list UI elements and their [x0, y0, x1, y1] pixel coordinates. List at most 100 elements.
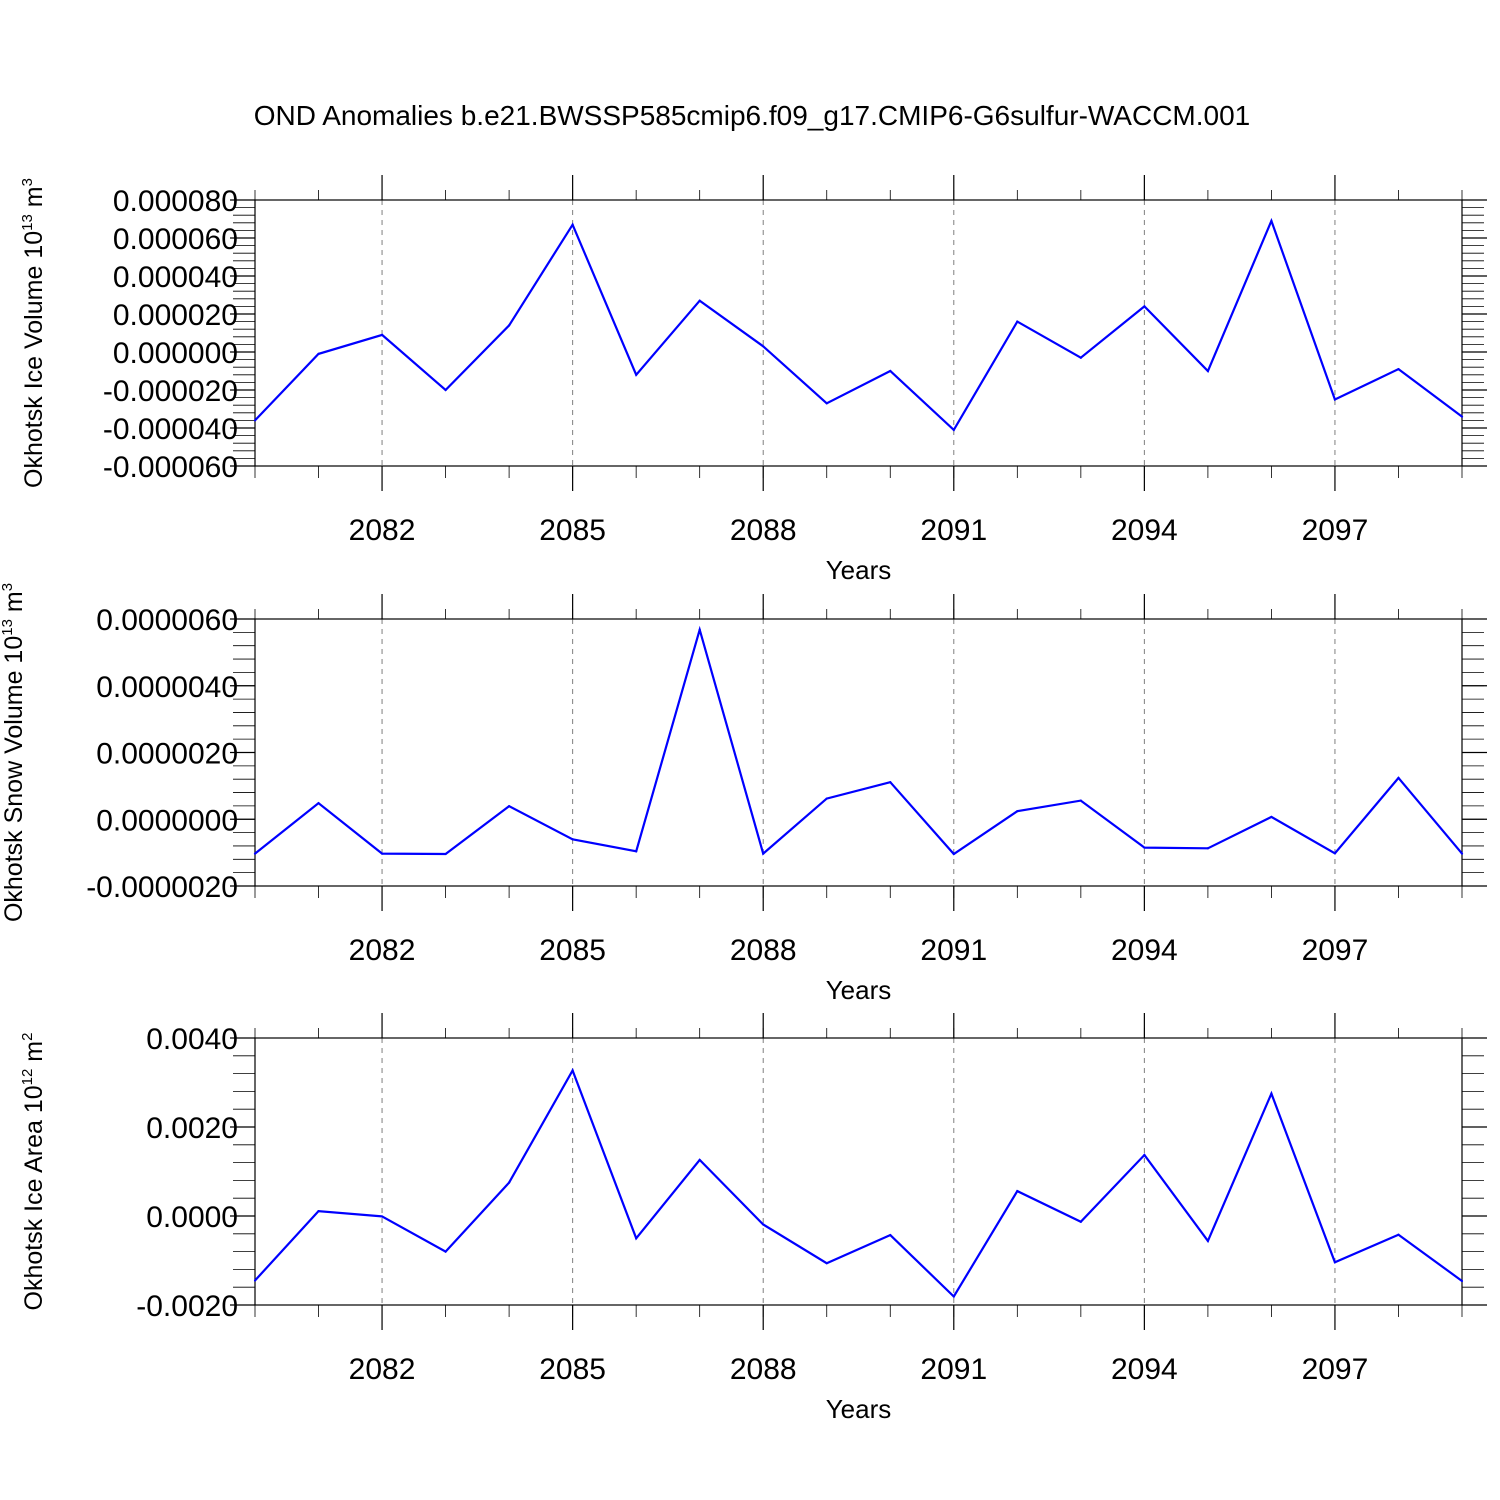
data-point	[889, 369, 892, 373]
panels: -0.000060 -0.000040 -0.000020 0.000000 0.000…	[0, 175, 1487, 1424]
data-point	[1079, 356, 1082, 359]
x-tick-label: 2088	[730, 934, 797, 967]
y-tick-label: 0.000000	[113, 337, 238, 370]
x-tick-label: 2082	[349, 934, 416, 967]
data-point	[571, 1069, 574, 1072]
series-line	[254, 1067, 1463, 1299]
data-point	[571, 223, 574, 226]
x-tick-label: 2094	[1111, 1353, 1178, 1386]
data-point	[1460, 1279, 1464, 1283]
data-point	[1143, 1153, 1146, 1157]
y-axis-label-exponent: 13	[0, 619, 16, 636]
data-point	[635, 373, 638, 376]
x-tick-label: 2091	[920, 1353, 987, 1386]
y-axis-label-text: Okhotsk Snow Volume 10	[0, 636, 28, 922]
y-axis-label-unit-exponent: 3	[0, 583, 16, 591]
data-point	[635, 1237, 638, 1240]
y-tick-label: 0.000040	[113, 261, 238, 294]
y-axis-label-exponent: 13	[19, 214, 36, 231]
data-point	[1206, 369, 1209, 373]
plot-frame	[254, 199, 1463, 467]
x-tick-label: 2085	[539, 934, 606, 967]
data-point	[1333, 398, 1337, 401]
y-tick-label: 0.0000	[146, 1201, 238, 1234]
y-tick-label: -0.0000020	[86, 871, 238, 904]
data-point	[444, 388, 447, 392]
panel-1: -0.000060 -0.000040 -0.000020 0.000000 0.000…	[19, 175, 1487, 585]
data-point	[762, 852, 765, 855]
data-point	[380, 333, 384, 336]
x-axis-label: Years	[826, 975, 892, 1005]
panel-3: -0.0020 0.0000 0.0020 0.0040 2082 2085 2088 209…	[19, 1013, 1487, 1424]
x-axis-label: Years	[826, 1394, 892, 1424]
x-tick-label: 2085	[539, 514, 606, 547]
plot-frame	[254, 618, 1463, 887]
y-axis-label-unit-exponent: 3	[19, 178, 36, 186]
x-tick-label: 2097	[1302, 514, 1369, 547]
x-tick-label: 2082	[349, 514, 416, 547]
data-point	[889, 781, 892, 784]
data-point	[1397, 776, 1400, 779]
y-tick-label: 0.0000040	[96, 671, 238, 704]
series-line	[254, 625, 1463, 856]
data-point	[317, 1210, 320, 1213]
data-point	[1270, 815, 1273, 819]
data-point	[825, 1262, 828, 1265]
data-point	[253, 852, 257, 855]
data-point	[1079, 799, 1082, 802]
data-point	[1460, 852, 1464, 855]
data-point	[1016, 320, 1019, 323]
data-point	[1333, 1261, 1337, 1264]
data-point	[698, 299, 701, 302]
data-point	[952, 428, 955, 431]
y-tick-label: 0.0000020	[96, 738, 238, 771]
data-point	[952, 852, 955, 856]
y-tick-label: -0.000060	[103, 451, 238, 484]
chart-title: OND Anomalies b.e21.BWSSP585cmip6.f09_g1…	[254, 100, 1251, 131]
x-tick-label: 2097	[1302, 1353, 1369, 1386]
data-point	[1143, 846, 1146, 849]
data-point	[635, 850, 638, 853]
data-point	[444, 1250, 447, 1253]
y-axis-label-unit: m	[20, 186, 48, 214]
y-axis-label: Okhotsk Ice Volume 1013 m3	[19, 178, 48, 488]
data-point	[825, 797, 828, 800]
x-tick-label: 2085	[539, 1353, 606, 1386]
data-point	[1333, 852, 1337, 855]
data-point	[508, 1181, 511, 1184]
y-tick-label: -0.000040	[103, 413, 238, 446]
series-line	[254, 217, 1463, 432]
data-point	[317, 802, 320, 805]
data-point	[317, 352, 320, 355]
y-axis-label-unit-exponent: 2	[19, 1033, 36, 1041]
y-axis-label-unit: m	[0, 591, 28, 619]
data-point	[1397, 368, 1400, 371]
data-point	[1206, 847, 1209, 850]
y-axis-label-text: Okhotsk Ice Area 10	[20, 1085, 48, 1310]
panel-2: -0.0000020 0.0000000 0.0000020 0.0000040 0.0…	[0, 583, 1487, 1005]
data-point	[762, 1223, 765, 1226]
y-tick-label: 0.0020	[146, 1112, 238, 1145]
y-axis-label-exponent: 12	[19, 1069, 36, 1086]
data-point	[1206, 1239, 1209, 1243]
x-tick-label: 2091	[920, 514, 987, 547]
data-point	[380, 1215, 384, 1218]
data-point	[1016, 1189, 1019, 1193]
y-tick-label: 0.000080	[113, 185, 238, 218]
data-point	[1143, 305, 1146, 308]
data-point	[571, 838, 574, 841]
x-tick-label: 2094	[1111, 514, 1178, 547]
x-tick-label: 2088	[730, 1353, 797, 1386]
y-axis-label-text: Okhotsk Ice Volume 10	[20, 231, 48, 488]
data-point	[444, 852, 447, 856]
y-tick-label: 0.000020	[113, 299, 238, 332]
x-tick-label: 2094	[1111, 934, 1178, 967]
data-point	[825, 402, 828, 405]
y-axis-label: Okhotsk Snow Volume 1013 m3	[0, 583, 28, 922]
data-point	[698, 628, 701, 631]
data-point	[380, 852, 384, 855]
y-tick-label: 0.000060	[113, 223, 238, 256]
plot-frame	[254, 1037, 1463, 1306]
data-point	[508, 324, 511, 327]
